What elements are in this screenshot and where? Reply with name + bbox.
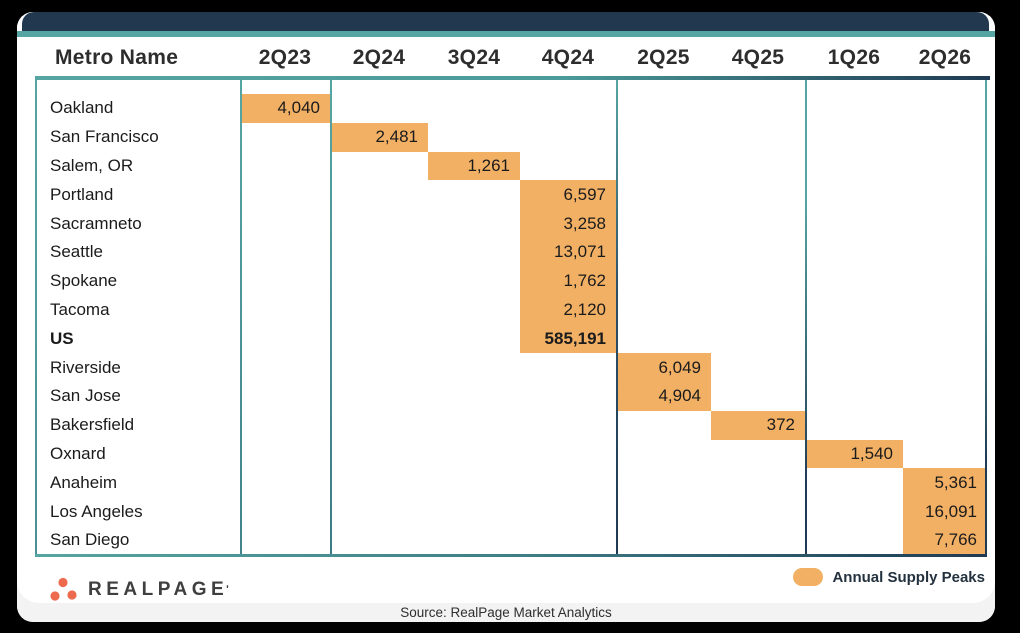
table-row: Anaheim 5,361 <box>35 468 987 498</box>
supply-peak-cell: 13,071 <box>520 237 616 267</box>
metro-label: Oxnard <box>50 443 106 463</box>
table-row: Oxnard 1,540 <box>35 439 987 469</box>
quarter-header: 2Q26 <box>918 45 972 69</box>
metro-label: Portland <box>50 184 114 204</box>
quarter-header: 2Q25 <box>637 45 690 69</box>
metro-label: Seattle <box>50 242 103 262</box>
metro-label: San Jose <box>50 386 121 406</box>
supply-peak-cell: 16,091 <box>903 497 987 526</box>
table-border-bottom <box>35 554 987 557</box>
metro-label: US <box>50 328 74 348</box>
top-navy-bar <box>22 12 989 31</box>
metro-label: Los Angeles <box>50 501 143 521</box>
metro-label: Sacramneto <box>50 213 142 233</box>
metro-label: San Diego <box>50 530 130 550</box>
quarter-header: 4Q25 <box>731 45 785 69</box>
table-row: Oakland 4,040 <box>35 94 987 123</box>
quarter-header: 2Q23 <box>258 45 312 69</box>
realpage-dots-icon <box>50 577 77 601</box>
table-row: US 585,191 <box>35 324 987 354</box>
supply-peak-cell: 7,766 <box>903 525 987 555</box>
column-divider-2 <box>330 80 332 557</box>
supply-peak-cell: 1,261 <box>428 151 520 181</box>
legend-swatch-icon <box>793 568 824 586</box>
metro-label: Salem, OR <box>50 155 134 175</box>
table-row: Tacoma 2,120 <box>35 295 987 325</box>
supply-peak-cell: 585,191 <box>520 324 616 354</box>
realpage-trademark-tick: ʹ <box>226 583 229 596</box>
supply-peak-cell: 372 <box>711 410 805 440</box>
source-attribution: Source: RealPage Market Analytics <box>17 603 995 622</box>
table-body: Oakland 4,040 San Francisco 2,481 Salem, OR 1… <box>35 80 987 557</box>
table-border-right <box>985 80 987 557</box>
chart-legend: Annual Supply Peaks <box>793 568 985 586</box>
metro-label: Anaheim <box>50 472 118 492</box>
metro-label: Oakland <box>50 98 114 118</box>
table-row: San Jose 4,904 <box>35 381 987 411</box>
metro-label: Spokane <box>50 271 118 291</box>
table-row: Sacramneto 3,258 <box>35 209 987 238</box>
supply-peak-cell: 6,049 <box>616 353 711 382</box>
table-row: Los Angeles 16,091 <box>35 497 987 526</box>
table-row: Spokane 1,762 <box>35 266 987 296</box>
top-teal-strip <box>17 31 995 37</box>
header-underline <box>35 76 990 80</box>
supply-peak-cell: 6,597 <box>520 180 616 210</box>
metro-label: Bakersfield <box>50 415 135 435</box>
quarter-header: 1Q26 <box>827 45 881 69</box>
metro-name-header: Metro Name <box>55 45 179 69</box>
supply-peak-cell: 1,540 <box>805 439 903 469</box>
supply-peak-cell: 4,904 <box>616 381 711 411</box>
table-header-row: Metro Name 2Q23 2Q24 3Q24 4Q24 2Q25 4Q25 1Q26 2… <box>35 39 987 76</box>
realpage-wordmark: REALPAGE <box>88 578 229 600</box>
metro-label: Riverside <box>50 357 121 377</box>
chart-panel: Metro Name 2Q23 2Q24 3Q24 4Q24 2Q25 4Q25 1Q26 2… <box>17 12 995 603</box>
quarter-header: 2Q24 <box>352 45 406 69</box>
supply-peak-cell: 2,120 <box>520 295 616 325</box>
table-border-left <box>35 80 37 557</box>
legend-label: Annual Supply Peaks <box>832 568 985 586</box>
column-divider-3 <box>616 80 618 557</box>
table-row: San Diego 7,766 <box>35 525 987 555</box>
quarter-header: 3Q24 <box>447 45 501 69</box>
table-row: Portland 6,597 <box>35 180 987 210</box>
metro-label: Tacoma <box>50 299 110 319</box>
column-divider-1 <box>240 80 242 557</box>
supply-peak-cell: 4,040 <box>240 94 330 123</box>
metro-label: San Francisco <box>50 127 159 147</box>
table-row: Salem, OR 1,261 <box>35 151 987 181</box>
table-row: San Francisco 2,481 <box>35 122 987 152</box>
table-row: Bakersfield 372 <box>35 410 987 440</box>
supply-peak-cell: 2,481 <box>330 122 428 152</box>
supply-peak-cell: 3,258 <box>520 209 616 238</box>
quarter-header: 4Q24 <box>541 45 595 69</box>
table-row: Seattle 13,071 <box>35 237 987 267</box>
report-card: Metro Name 2Q23 2Q24 3Q24 4Q24 2Q25 4Q25 1Q26 2… <box>17 12 995 622</box>
table-rows: Oakland 4,040 San Francisco 2,481 Salem, OR 1… <box>35 94 987 555</box>
supply-peak-cell: 5,361 <box>903 468 987 498</box>
supply-peak-cell: 1,762 <box>520 266 616 296</box>
column-divider-4 <box>805 80 807 557</box>
realpage-logo: REALPAGE ʹ <box>50 576 229 603</box>
table-row: Riverside 6,049 <box>35 353 987 382</box>
